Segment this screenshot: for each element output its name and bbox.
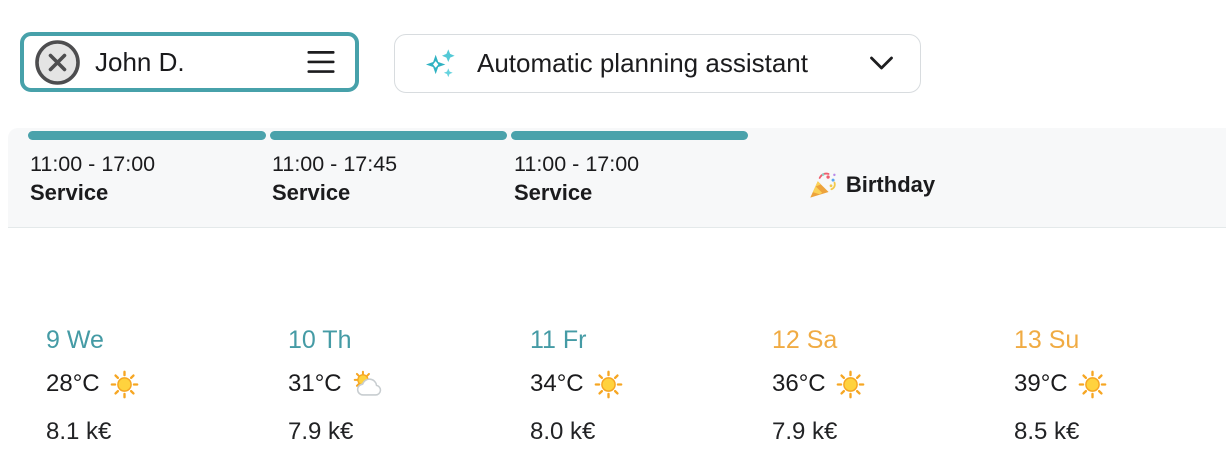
revenue: 7.9 k€ <box>772 418 838 445</box>
day-label: 12 Sa <box>772 326 838 354</box>
temperature: 31°C <box>288 370 342 397</box>
shift-label: Service <box>272 180 351 205</box>
shift-duration-bar <box>270 131 507 140</box>
circle-x-icon <box>35 39 80 85</box>
day-column[interactable]: 9 We 28°C 8.1 k€ <box>24 228 266 456</box>
employee-name: John D. <box>95 46 185 77</box>
temperature: 39°C <box>1014 370 1068 397</box>
day-label: 11 Fr <box>530 326 587 354</box>
temperature: 36°C <box>772 370 826 397</box>
sun-icon <box>836 370 865 399</box>
weather-row: 31°C <box>288 369 508 399</box>
temperature: 28°C <box>46 370 100 397</box>
revenue: 8.1 k€ <box>46 418 112 445</box>
revenue: 8.5 k€ <box>1014 418 1080 445</box>
day-column[interactable]: 12 Sa 36°C 7.9 k€ <box>750 228 992 456</box>
day-label: 13 Su <box>1014 326 1080 354</box>
sun-icon <box>594 370 623 399</box>
shift-label: Service <box>30 180 109 205</box>
shift-duration-bar <box>511 131 748 140</box>
day-label: 9 We <box>46 326 104 354</box>
shift-time: 11:00 - 17:45 <box>272 152 398 176</box>
revenue: 7.9 k€ <box>288 418 354 445</box>
schedule-band <box>8 128 1226 228</box>
chevron-down-icon <box>869 56 894 71</box>
day-column[interactable]: 10 Th 31°C 7.9 k€ <box>266 228 508 456</box>
shift-time: 11:00 - 17:00 <box>30 152 156 176</box>
party-popper-icon <box>807 170 837 200</box>
event-label: Birthday <box>845 172 936 197</box>
day-label: 10 Th <box>288 326 352 354</box>
weather-row: 39°C <box>1014 369 1226 399</box>
shift-duration-bar <box>28 131 266 140</box>
temperature: 34°C <box>530 370 584 397</box>
shift-entry[interactable]: 11:00 - 17:45 Service <box>272 150 397 208</box>
weather-row: 34°C <box>530 369 750 399</box>
sun-behind-cloud-icon <box>352 370 383 398</box>
assistant-button-label: Automatic planning assistant <box>477 48 808 78</box>
day-column[interactable]: 13 Su 39°C 8.5 k€ <box>992 228 1226 456</box>
sun-icon <box>1078 370 1107 399</box>
weather-row: 36°C <box>772 369 992 399</box>
sparkles-icon <box>425 47 458 80</box>
weather-row: 28°C <box>46 369 266 399</box>
shift-time: 11:00 - 17:00 <box>514 152 640 176</box>
employee-selector[interactable]: John D. <box>20 32 359 92</box>
birthday-event[interactable]: Birthday <box>750 160 992 210</box>
shift-entry[interactable]: 11:00 - 17:00 Service <box>514 150 639 208</box>
shift-label: Service <box>514 180 593 205</box>
shift-entry[interactable]: 11:00 - 17:00 Service <box>30 150 155 208</box>
automatic-planning-assistant-button[interactable]: Automatic planning assistant <box>394 34 921 93</box>
day-column[interactable]: 11 Fr 34°C 8.0 k€ <box>508 228 750 456</box>
sun-icon <box>110 370 139 399</box>
hamburger-menu-icon[interactable] <box>307 49 335 75</box>
revenue: 8.0 k€ <box>530 418 596 445</box>
remove-employee-button[interactable] <box>34 39 81 86</box>
